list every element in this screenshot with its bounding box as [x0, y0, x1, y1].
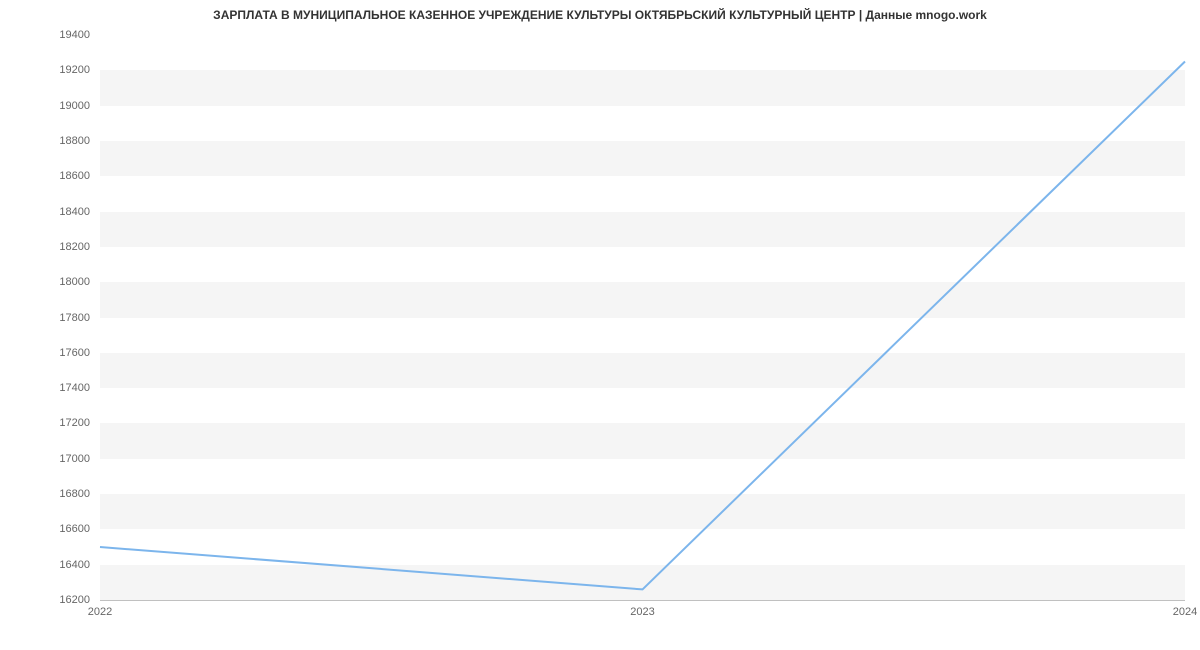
x-tick-label: 2023	[630, 606, 654, 618]
y-tick-label: 19400	[0, 29, 90, 41]
y-tick-label: 19200	[0, 64, 90, 76]
y-tick-label: 18200	[0, 241, 90, 253]
plot-area	[100, 35, 1185, 600]
y-tick-label: 17200	[0, 417, 90, 429]
y-tick-label: 16200	[0, 594, 90, 606]
y-tick-label: 16600	[0, 523, 90, 535]
y-tick-label: 18800	[0, 135, 90, 147]
y-tick-label: 17800	[0, 312, 90, 324]
y-tick-label: 17400	[0, 382, 90, 394]
y-tick-label: 16400	[0, 559, 90, 571]
y-tick-label: 17000	[0, 453, 90, 465]
series-layer	[100, 35, 1185, 600]
y-tick-label: 17600	[0, 347, 90, 359]
y-tick-label: 19000	[0, 100, 90, 112]
y-tick-label: 18600	[0, 170, 90, 182]
y-tick-label: 18000	[0, 276, 90, 288]
y-tick-label: 16800	[0, 488, 90, 500]
chart-container: ЗАРПЛАТА В МУНИЦИПАЛЬНОЕ КАЗЕННОЕ УЧРЕЖД…	[0, 0, 1200, 650]
x-axis-line	[100, 600, 1185, 601]
y-tick-label: 18400	[0, 206, 90, 218]
x-tick-label: 2022	[88, 606, 112, 618]
x-tick-label: 2024	[1173, 606, 1197, 618]
chart-title: ЗАРПЛАТА В МУНИЦИПАЛЬНОЕ КАЗЕННОЕ УЧРЕЖД…	[0, 8, 1200, 22]
series-line-salary	[100, 61, 1185, 589]
